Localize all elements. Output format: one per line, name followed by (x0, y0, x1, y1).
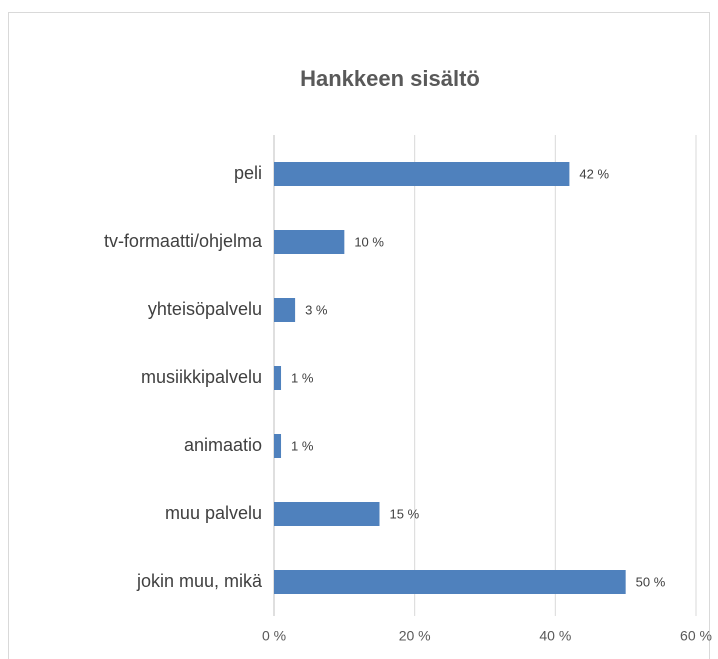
chart-title: Hankkeen sisältö (300, 66, 480, 91)
bar (274, 434, 282, 458)
value-label: 50 % (636, 574, 666, 589)
x-tick-label: 20 % (399, 628, 431, 644)
x-tick-label: 60 % (680, 628, 712, 644)
value-label: 42 % (579, 166, 609, 181)
y-tick-label: muu palvelu (165, 503, 262, 523)
value-label: 15 % (390, 506, 420, 521)
bar (274, 570, 626, 594)
x-tick-label: 0 % (262, 628, 286, 644)
y-tick-label: peli (234, 163, 262, 183)
y-tick-label: tv-formaatti/ohjelma (104, 231, 263, 251)
bar (274, 502, 380, 526)
y-tick-label: musiikkipalvelu (141, 367, 262, 387)
bar (274, 366, 282, 390)
value-label: 10 % (354, 234, 384, 249)
bar (274, 298, 296, 322)
y-tick-label: jokin muu, mikä (136, 571, 263, 591)
y-tick-label: animaatio (184, 435, 262, 455)
value-label: 1 % (291, 370, 314, 385)
value-label: 3 % (305, 302, 328, 317)
value-label: 1 % (291, 438, 314, 453)
bar (274, 162, 570, 186)
y-tick-label: yhteisöpalvelu (148, 299, 262, 319)
bar (274, 230, 345, 254)
x-tick-label: 40 % (539, 628, 571, 644)
chart-frame (8, 12, 710, 659)
